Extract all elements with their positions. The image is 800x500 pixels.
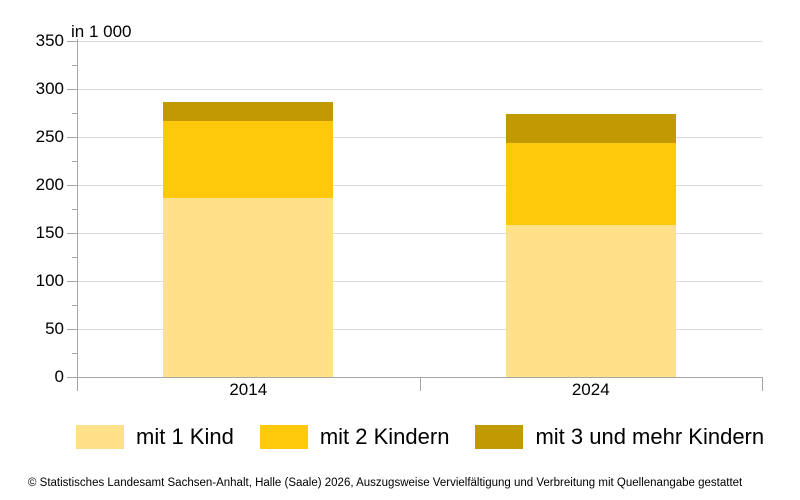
legend-label: mit 3 und mehr Kindern xyxy=(535,424,765,449)
legend-item-2: mit 3 und mehr Kindern xyxy=(475,425,764,449)
y-axis-minor-tick xyxy=(72,65,77,66)
gridline xyxy=(77,280,762,282)
y-axis-tick-label: 0 xyxy=(54,367,64,386)
y-axis-major-tick xyxy=(67,137,77,138)
y-axis-tick-label: 250 xyxy=(35,127,64,146)
y-axis-unit-label: in 1 000 xyxy=(71,22,132,41)
y-axis-minor-tick xyxy=(72,353,77,354)
legend-item-1: mit 2 Kindern xyxy=(259,424,450,449)
bar-segment-2024-series-2 xyxy=(505,113,676,143)
bar-segment-2014-series-1 xyxy=(163,120,334,199)
y-axis-major-tick xyxy=(67,89,77,90)
y-axis-minor-tick xyxy=(72,257,77,258)
y-axis-major-tick xyxy=(67,329,77,330)
gridline xyxy=(77,232,762,234)
y-axis-minor-tick xyxy=(72,161,77,162)
y-axis-minor-tick xyxy=(72,113,77,114)
y-axis-tick-label: 150 xyxy=(35,223,64,242)
bar-segment-2024-series-1 xyxy=(505,142,676,226)
y-axis-minor-tick xyxy=(72,305,77,306)
plot-area xyxy=(77,40,762,377)
legend-swatch-0 xyxy=(76,425,124,449)
copyright-footer: © Statistisches Landesamt Sachsen-Anhalt… xyxy=(28,477,743,489)
y-axis-tick-label: 100 xyxy=(35,271,64,290)
y-axis-major-tick xyxy=(67,377,77,378)
x-axis-category-tick xyxy=(762,377,763,391)
y-axis-major-tick xyxy=(67,281,77,282)
legend-label: mit 2 Kindern xyxy=(319,424,450,449)
legend-item-0: mit 1 Kind xyxy=(76,425,234,449)
gridline xyxy=(77,328,762,330)
y-axis-tick-label: 50 xyxy=(45,319,64,338)
bar-segment-2014-series-2 xyxy=(163,102,334,121)
x-axis-category-tick xyxy=(419,377,421,391)
y-axis-line xyxy=(77,39,78,391)
category-label: 2024 xyxy=(571,380,610,399)
y-axis-tick-label: 350 xyxy=(35,31,64,50)
gridline xyxy=(77,40,762,42)
y-axis-minor-tick xyxy=(72,209,77,210)
legend: mit 1 Kind mit 2 Kindern mit 3 und mehr Ki… xyxy=(76,425,764,449)
bar-segment-2014-series-0 xyxy=(163,198,334,377)
y-axis-tick-label: 200 xyxy=(35,175,64,194)
legend-label: mit 1 Kind xyxy=(136,424,234,449)
gridline xyxy=(77,88,762,90)
legend-swatch-1 xyxy=(259,425,308,449)
gridline xyxy=(77,184,762,186)
y-axis-major-tick xyxy=(67,233,77,234)
y-axis-major-tick xyxy=(67,185,77,186)
gridline xyxy=(77,136,762,138)
category-label: 2014 xyxy=(229,380,268,399)
legend-swatch-2 xyxy=(475,425,524,449)
y-axis-tick-label: 300 xyxy=(35,79,64,98)
bar-segment-2024-series-0 xyxy=(505,225,676,377)
y-axis-major-tick xyxy=(67,41,77,42)
